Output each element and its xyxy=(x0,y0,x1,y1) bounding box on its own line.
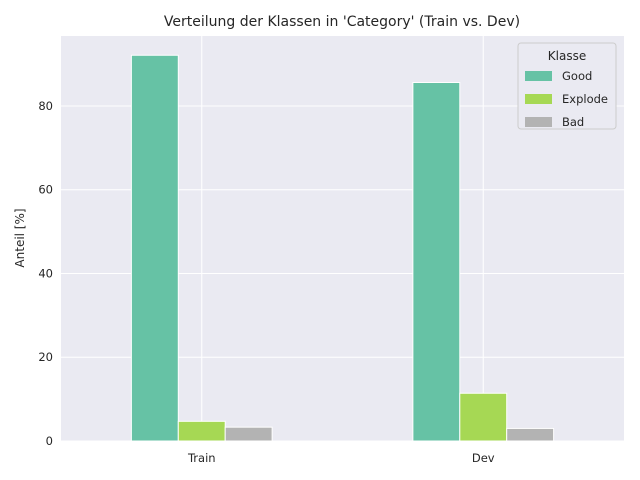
legend: Klasse Good Explode Bad xyxy=(517,42,617,130)
bar-explode-dev xyxy=(459,392,508,442)
legend-title: Klasse xyxy=(548,49,586,63)
bar-good-train xyxy=(130,54,179,442)
x-tick-label: Train xyxy=(187,451,216,465)
y-tick-label: 60 xyxy=(38,183,53,197)
y-tick-label: 20 xyxy=(38,350,53,364)
legend-swatch-good xyxy=(525,71,552,81)
legend-swatch-bad xyxy=(525,117,552,127)
y-tick-label: 0 xyxy=(46,434,53,448)
x-axis-ticks: Train Dev xyxy=(187,451,495,465)
y-axis-ticks: 0 20 40 60 80 xyxy=(38,99,53,448)
chart-title: Verteilung der Klassen in 'Category' (Tr… xyxy=(164,14,520,30)
y-tick-label: 40 xyxy=(38,266,53,280)
bar-good-dev xyxy=(412,81,461,442)
y-tick-label: 80 xyxy=(38,99,53,113)
bar-explode-train xyxy=(177,420,226,442)
bar-bad-train xyxy=(224,426,273,442)
bar-bad-dev xyxy=(506,427,555,442)
legend-label-explode: Explode xyxy=(562,92,608,106)
bars xyxy=(130,54,555,442)
legend-box xyxy=(517,42,617,130)
y-axis-label: Anteil [%] xyxy=(13,208,27,267)
legend-swatch-explode xyxy=(525,94,552,104)
legend-label-bad: Bad xyxy=(562,115,584,129)
legend-label-good: Good xyxy=(562,69,592,83)
x-tick-label: Dev xyxy=(472,451,495,465)
